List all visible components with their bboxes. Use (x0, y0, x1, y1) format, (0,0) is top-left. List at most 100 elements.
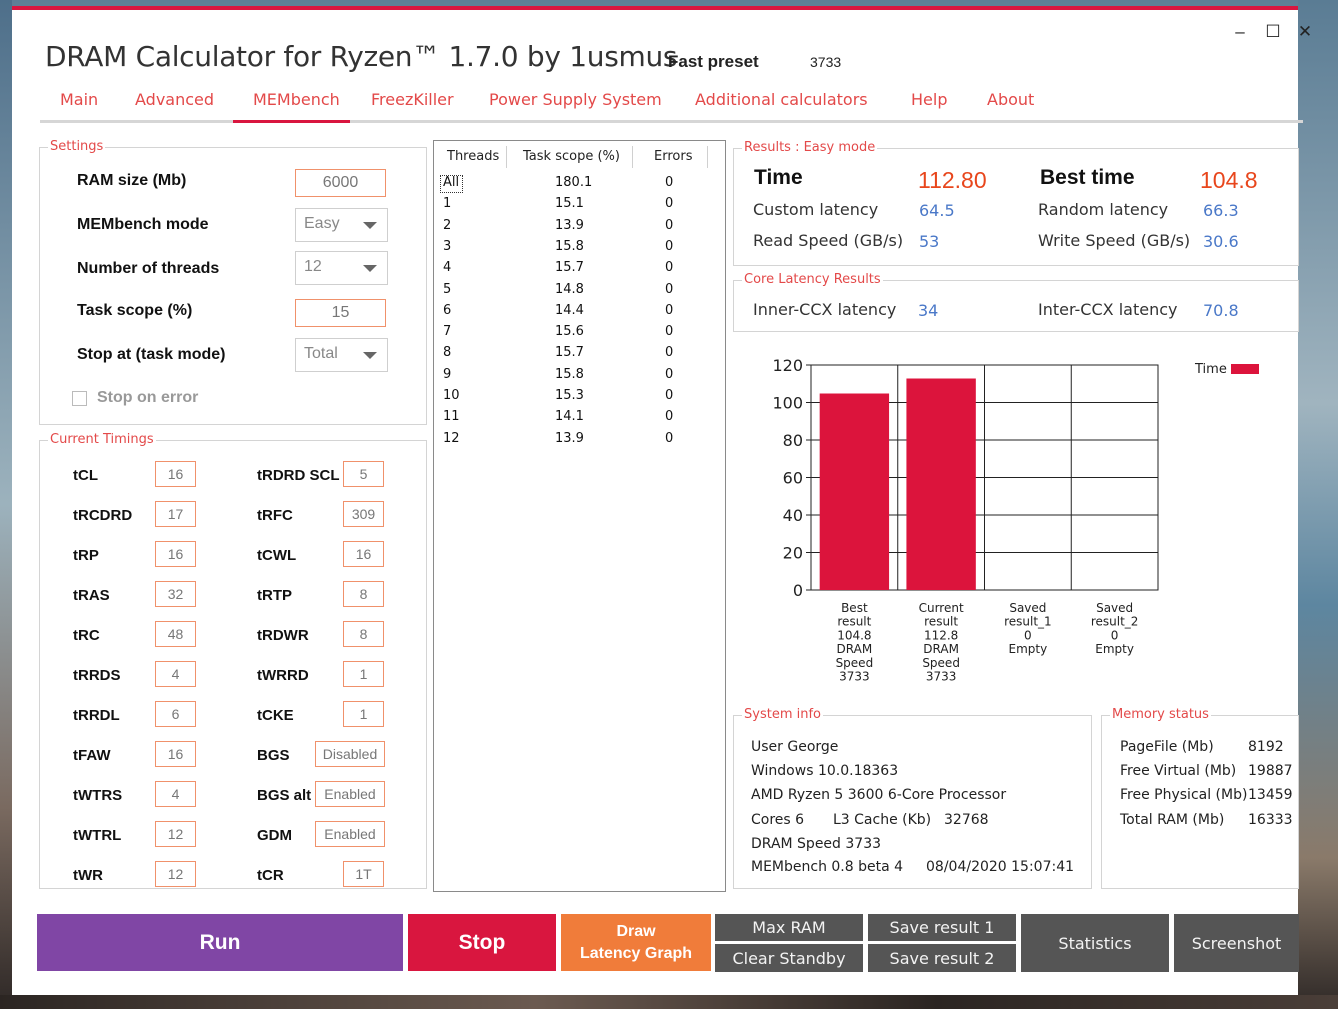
errors-cell: 0 (665, 281, 674, 297)
column-header-errors[interactable]: Errors (654, 149, 693, 164)
tab-main[interactable]: Main (60, 90, 99, 109)
timing-value-box[interactable]: 4 (155, 661, 196, 687)
task-scope-cell: 15.1 (555, 196, 584, 212)
timing-label: tRCDRD (73, 507, 133, 524)
tab-additional-calculators[interactable]: Additional calculators (695, 90, 868, 109)
close-button[interactable]: ✕ (1297, 22, 1313, 41)
read-speed-value: 53 (919, 232, 940, 251)
maximize-button[interactable]: ☐ (1265, 22, 1281, 41)
timing-label: tWRRD (257, 667, 309, 684)
timing-value-box[interactable]: Enabled (315, 781, 385, 807)
timing-value-box[interactable]: 309 (343, 501, 384, 527)
stop-at-label: Stop at (task mode) (77, 346, 226, 363)
timing-value-box[interactable]: Enabled (315, 821, 385, 847)
x-tick-label: result_2 (1091, 615, 1139, 629)
run-button[interactable]: Run (37, 914, 403, 971)
membench-mode-select[interactable]: Easy (295, 208, 388, 242)
timing-value-box[interactable]: 1 (343, 701, 384, 727)
system-user: User George (751, 739, 839, 755)
tab-help[interactable]: Help (911, 90, 948, 109)
x-tick-label: Speed (922, 656, 960, 670)
threads-select[interactable]: 12 (295, 251, 388, 285)
timing-value-box[interactable]: 8 (343, 621, 384, 647)
save-result-1-button[interactable]: Save result 1 (868, 914, 1016, 941)
draw-latency-graph-button[interactable]: Draw Latency Graph (561, 914, 711, 971)
timing-value-box[interactable]: 6 (155, 701, 196, 727)
ram-size-input[interactable]: 6000 (295, 169, 386, 197)
tab-advanced[interactable]: Advanced (135, 90, 215, 109)
timing-value-box[interactable]: 5 (343, 461, 384, 487)
total-ram-label: Total RAM (Mb) (1120, 812, 1225, 828)
y-tick-label: 80 (783, 431, 803, 450)
pagefile-value: 8192 (1248, 739, 1284, 755)
timing-value-box[interactable]: 1T (343, 861, 384, 887)
timing-label: BGS (257, 747, 290, 764)
timing-label: tWR (73, 867, 103, 884)
x-tick-label: Empty (1095, 642, 1134, 656)
task-scope-cell: 15.3 (555, 388, 584, 403)
errors-cell: 0 (665, 409, 674, 425)
minimize-button[interactable]: – (1235, 22, 1245, 41)
statistics-button[interactable]: Statistics (1021, 914, 1169, 972)
tab-power-supply-system[interactable]: Power Supply System (489, 90, 662, 109)
tab-about[interactable]: About (987, 90, 1035, 109)
legend-label: Time (1194, 362, 1227, 377)
timing-value-box[interactable]: 48 (155, 621, 196, 647)
timing-value-box[interactable]: 12 (155, 821, 196, 847)
task-scope-label: Task scope (%) (77, 302, 193, 319)
timing-value-box[interactable]: 16 (155, 541, 196, 567)
y-tick-label: 100 (772, 394, 803, 413)
timing-value-box[interactable]: 16 (343, 541, 384, 567)
tab-freezkiller[interactable]: FreezKiller (371, 90, 454, 109)
membench-mode-label: MEMbench mode (77, 216, 209, 233)
task-scope-input[interactable]: 15 (295, 299, 386, 327)
x-tick-label: result_1 (1004, 615, 1052, 629)
timing-value-box[interactable]: 8 (343, 581, 384, 607)
timing-value-box[interactable]: Disabled (315, 741, 385, 767)
timing-label: tRP (73, 547, 99, 564)
thread-cell: 12 (443, 430, 460, 446)
tab-membench[interactable]: MEMbench (253, 90, 340, 109)
errors-cell: 0 (665, 260, 674, 276)
screenshot-button[interactable]: Screenshot (1174, 914, 1299, 972)
stop-at-select[interactable]: Total (295, 338, 388, 372)
max-ram-button[interactable]: Max RAM (715, 914, 863, 941)
timing-value-box[interactable]: 32 (155, 581, 196, 607)
y-tick-label: 40 (783, 506, 803, 525)
timing-value-box[interactable]: 16 (155, 461, 196, 487)
column-header-threads[interactable]: Threads (447, 149, 500, 164)
timing-value-box[interactable]: 1 (343, 661, 384, 687)
timing-value-box[interactable]: 4 (155, 781, 196, 807)
timing-value-box[interactable]: 17 (155, 501, 196, 527)
stop-on-error-checkbox[interactable] (72, 391, 87, 406)
x-tick-label: Saved (1096, 601, 1133, 615)
membench-mode-value: Easy (304, 215, 340, 232)
x-tick-label: Empty (1009, 642, 1048, 656)
timing-value-box[interactable]: 12 (155, 861, 196, 887)
write-speed-value: 30.6 (1203, 232, 1239, 251)
timing-label: tRTP (257, 587, 292, 604)
timing-value-box[interactable]: 16 (155, 741, 196, 767)
thread-cell: 3 (443, 238, 452, 254)
window-title: DRAM Calculator for Ryzen™ 1.7.0 by 1usm… (45, 40, 678, 73)
errors-cell: 0 (665, 324, 674, 340)
chevron-down-icon (363, 352, 377, 359)
save-result-2-button[interactable]: Save result 2 (868, 944, 1016, 972)
clear-standby-button[interactable]: Clear Standby (715, 944, 863, 972)
system-os: Windows 10.0.18363 (751, 763, 899, 779)
time-value: 112.80 (918, 167, 987, 193)
system-datetime: 08/04/2020 15:07:41 (926, 859, 1075, 875)
core-latency-group: Core Latency Results (733, 272, 1299, 332)
errors-cell: 0 (665, 430, 674, 446)
timing-label: tRC (73, 627, 100, 644)
timing-label: tRRDL (73, 707, 120, 724)
x-tick-label: Current (919, 601, 964, 615)
stop-button[interactable]: Stop (408, 914, 556, 971)
task-scope-cell: 14.1 (555, 409, 584, 425)
free-physical-value: 13459 (1248, 787, 1293, 803)
column-header-task-scope[interactable]: Task scope (%) (523, 149, 620, 164)
task-scope-cell: 13.9 (555, 430, 584, 446)
errors-cell: 0 (665, 238, 674, 254)
preset-value: 3733 (810, 54, 842, 70)
y-tick-label: 20 (783, 544, 803, 563)
